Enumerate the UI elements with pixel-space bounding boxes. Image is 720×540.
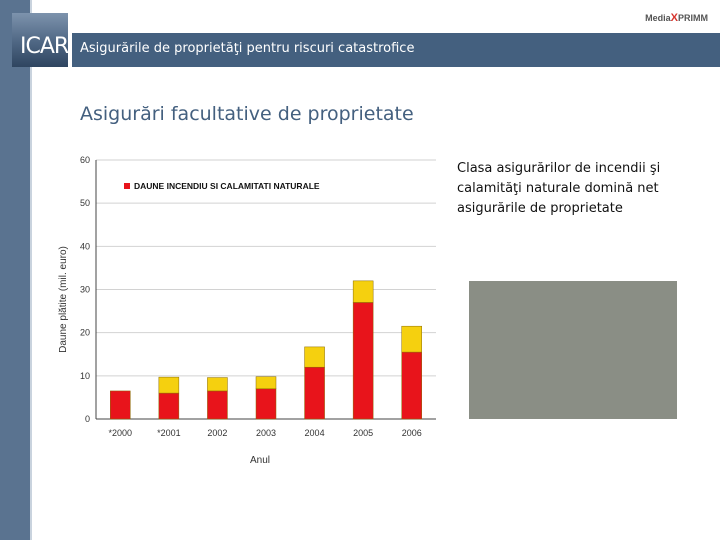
bar-segment xyxy=(255,388,277,420)
legend-swatch xyxy=(124,183,130,189)
legend-box xyxy=(118,178,418,200)
x-tick-label: 2002 xyxy=(207,428,227,438)
y-tick-label: 20 xyxy=(80,328,90,338)
bar-segment xyxy=(304,346,325,368)
flood-photo xyxy=(469,281,677,419)
bar-segment xyxy=(352,280,374,303)
page-heading: Asigurări facultative de proprietate xyxy=(80,103,414,125)
bar-segment xyxy=(207,377,228,392)
y-tick-label: 10 xyxy=(80,371,90,381)
y-tick-label: 60 xyxy=(80,155,90,165)
logo-image xyxy=(12,13,68,67)
x-tick-label: 2004 xyxy=(305,428,325,438)
brand-x: X xyxy=(670,12,678,24)
side-text: Clasa asigurărilor de incendii şi calami… xyxy=(457,161,661,216)
x-axis-title: Anul xyxy=(250,455,270,466)
x-tick-label: 2005 xyxy=(353,428,373,438)
bar-segment xyxy=(255,376,277,390)
bar-segment xyxy=(158,376,180,394)
y-tick-label: 40 xyxy=(80,241,90,251)
media-xprimm-logo: MediaXPRIMM xyxy=(645,12,708,24)
bar-segment xyxy=(401,325,422,353)
y-axis-title: Daune plătite (mil. euro) xyxy=(58,246,69,353)
logo-text: ICAR xyxy=(20,34,69,59)
bar-segment xyxy=(158,392,180,420)
y-tick-label: 50 xyxy=(80,198,90,208)
y-tick-label: 30 xyxy=(80,285,90,295)
bar-segment xyxy=(401,351,422,420)
y-tick-label: 0 xyxy=(85,414,90,424)
x-tick-label: *2000 xyxy=(109,428,133,438)
x-tick-label: 2006 xyxy=(402,428,422,438)
slide-title: Asigurările de proprietăţi pentru riscur… xyxy=(80,41,415,56)
x-tick-label: *2001 xyxy=(157,428,181,438)
left-decor-line xyxy=(30,0,32,540)
left-decor-strip xyxy=(0,0,30,540)
bar-segment xyxy=(352,302,374,420)
legend-label: DAUNE INCENDIU SI CALAMITATI NATURALE xyxy=(134,181,320,191)
brand-right: PRIMM xyxy=(678,13,708,23)
brand-left: Media xyxy=(645,13,671,23)
bar-chart: 0 10 20 30 40 50 60 *2000 *2001 2002 2003 2004 2005 2… xyxy=(58,155,436,466)
title-bar: Asigurările de proprietăţi pentru riscur… xyxy=(72,33,720,67)
bar-segment xyxy=(110,390,131,420)
bar-segment xyxy=(207,390,228,420)
bar-segment xyxy=(304,366,325,420)
x-tick-label: 2003 xyxy=(256,428,276,438)
